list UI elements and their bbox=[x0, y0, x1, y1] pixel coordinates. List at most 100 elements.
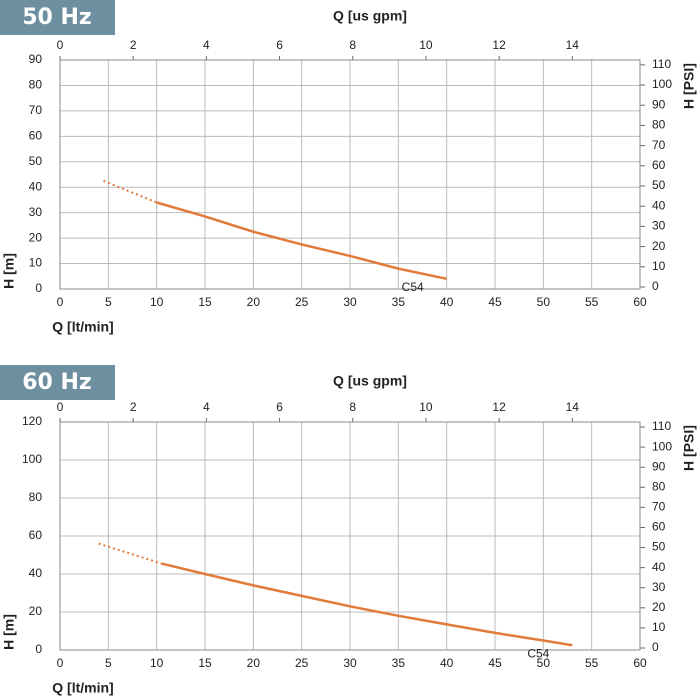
y-tick-label: 0 bbox=[35, 642, 42, 656]
curve bbox=[156, 201, 447, 281]
y2-tick-label: 10 bbox=[652, 259, 666, 273]
x-tick-label: 55 bbox=[585, 656, 599, 670]
y2-tick-label: 100 bbox=[652, 77, 672, 91]
chart-title: 50 Hz bbox=[22, 5, 92, 30]
y2-tick-label: 70 bbox=[652, 138, 666, 152]
y-tick-label: 90 bbox=[29, 52, 43, 66]
x-tick-label: 20 bbox=[247, 656, 261, 670]
plot-frame bbox=[59, 59, 641, 290]
x-tick-label: 60 bbox=[633, 295, 647, 309]
x2-tick-label: 14 bbox=[566, 400, 580, 414]
x-tick-label: 0 bbox=[57, 295, 64, 309]
y2-tick-label: 80 bbox=[652, 479, 666, 493]
x2-tick-label: 4 bbox=[203, 38, 210, 52]
x-tick-label: 25 bbox=[295, 295, 309, 309]
y-tick-label: 50 bbox=[29, 154, 43, 168]
x2-tick-label: 12 bbox=[492, 400, 506, 414]
x2-axis-title: Q [us gpm] bbox=[333, 373, 407, 389]
x-axis-title: Q [lt/min] bbox=[52, 680, 113, 696]
x2-tick-label: 10 bbox=[419, 400, 433, 414]
x-tick-label: 15 bbox=[198, 656, 212, 670]
x-tick-label: 55 bbox=[585, 295, 599, 309]
x2-tick-label: 0 bbox=[57, 38, 64, 52]
x-tick-label: 20 bbox=[247, 295, 261, 309]
x2-tick-label: 6 bbox=[276, 38, 283, 52]
y2-tick-label: 40 bbox=[652, 560, 666, 574]
y-tick-label: 80 bbox=[29, 490, 43, 504]
x-tick-label: 40 bbox=[440, 295, 454, 309]
y2-tick-label: 60 bbox=[652, 520, 666, 534]
title-badge bbox=[0, 365, 115, 400]
x-tick-label: 5 bbox=[105, 656, 112, 670]
curve-label: C54 bbox=[402, 280, 424, 294]
y2-tick-label: 20 bbox=[652, 600, 666, 614]
x-tick-label: 10 bbox=[150, 656, 164, 670]
y2-tick-label: 0 bbox=[652, 640, 659, 654]
x-tick-label: 10 bbox=[150, 295, 164, 309]
x-tick-label: 50 bbox=[537, 656, 551, 670]
y2-tick-label: 50 bbox=[652, 540, 666, 554]
y-axis-title: H [m] bbox=[1, 614, 17, 650]
x2-tick-label: 6 bbox=[276, 400, 283, 414]
y-tick-label: 10 bbox=[29, 256, 43, 270]
y2-tick-label: 60 bbox=[652, 158, 666, 172]
x2-tick-label: 0 bbox=[57, 400, 64, 414]
y2-tick-label: 110 bbox=[652, 419, 671, 433]
y-tick-label: 30 bbox=[29, 205, 43, 219]
x-tick-label: 15 bbox=[198, 295, 212, 309]
x-tick-label: 35 bbox=[392, 295, 406, 309]
y2-tick-label: 70 bbox=[652, 500, 666, 514]
x-tick-label: 50 bbox=[537, 295, 551, 309]
curve-label: C54 bbox=[527, 646, 549, 660]
y-tick-label: 120 bbox=[22, 414, 42, 428]
x-tick-label: 40 bbox=[440, 656, 454, 670]
y-axis-title: H [m] bbox=[1, 253, 17, 289]
x2-tick-label: 2 bbox=[130, 38, 137, 52]
curve bbox=[161, 562, 573, 647]
x-tick-label: 60 bbox=[633, 656, 647, 670]
x-tick-label: 25 bbox=[295, 656, 309, 670]
x-tick-label: 5 bbox=[105, 295, 112, 309]
x2-tick-label: 10 bbox=[419, 38, 433, 52]
plot-frame bbox=[59, 421, 641, 651]
y-tick-label: 40 bbox=[29, 179, 43, 193]
y2-tick-label: 10 bbox=[652, 620, 666, 634]
y-tick-label: 100 bbox=[22, 452, 42, 466]
y2-tick-label: 100 bbox=[652, 439, 672, 453]
y-tick-label: 60 bbox=[29, 129, 43, 143]
chart-title: 60 Hz bbox=[22, 370, 92, 395]
y2-tick-label: 30 bbox=[652, 219, 666, 233]
y-tick-label: 70 bbox=[29, 103, 43, 117]
y2-tick-label: 110 bbox=[652, 57, 671, 71]
y2-axis-title: H [PSI] bbox=[681, 63, 697, 109]
x2-tick-label: 14 bbox=[566, 38, 580, 52]
y2-tick-label: 90 bbox=[652, 97, 666, 111]
x2-tick-label: 2 bbox=[130, 400, 137, 414]
y2-tick-label: 50 bbox=[652, 178, 666, 192]
x-tick-label: 35 bbox=[392, 656, 406, 670]
curve bbox=[103, 179, 158, 204]
y2-tick-label: 40 bbox=[652, 198, 666, 212]
y-tick-label: 40 bbox=[29, 566, 43, 580]
y2-tick-label: 80 bbox=[652, 118, 666, 132]
y2-axis-title: H [PSI] bbox=[681, 425, 697, 471]
y2-tick-label: 30 bbox=[652, 580, 666, 594]
y-tick-label: 80 bbox=[29, 78, 43, 92]
x-tick-label: 30 bbox=[343, 656, 357, 670]
x2-tick-label: 4 bbox=[203, 400, 210, 414]
x-tick-label: 30 bbox=[343, 295, 357, 309]
x2-tick-label: 8 bbox=[349, 400, 356, 414]
x-axis-title: Q [lt/min] bbox=[52, 319, 113, 335]
x2-tick-label: 8 bbox=[349, 38, 356, 52]
curve bbox=[98, 542, 162, 565]
y2-tick-label: 90 bbox=[652, 459, 666, 473]
y-tick-label: 0 bbox=[35, 281, 42, 295]
title-badge bbox=[0, 0, 115, 35]
y2-tick-label: 20 bbox=[652, 239, 666, 253]
x-tick-label: 45 bbox=[488, 295, 502, 309]
y-tick-label: 60 bbox=[29, 528, 43, 542]
y-tick-label: 20 bbox=[29, 604, 43, 618]
x-tick-label: 0 bbox=[57, 656, 64, 670]
y-tick-label: 20 bbox=[29, 230, 43, 244]
